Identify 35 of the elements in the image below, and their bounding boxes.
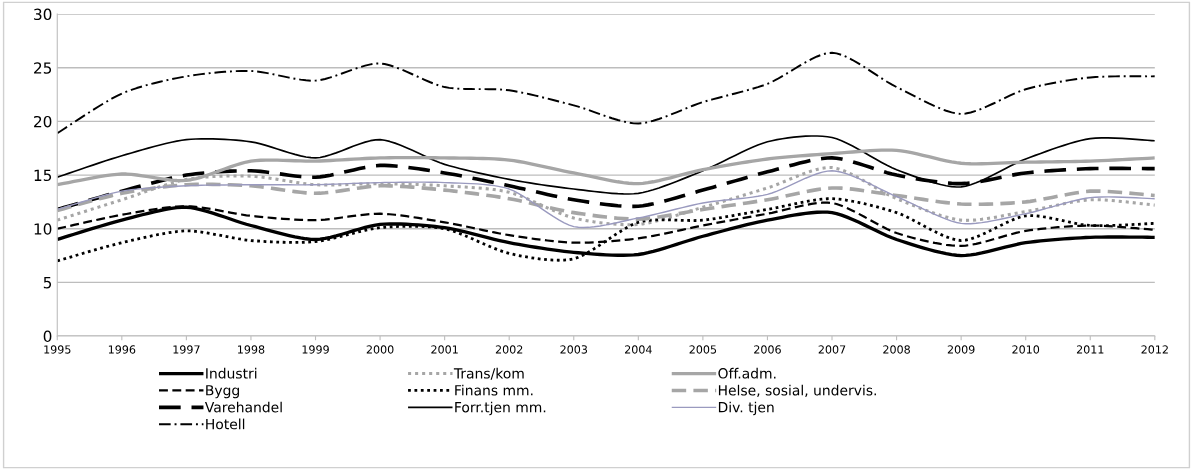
x-tick-label: 2010 (1012, 345, 1040, 354)
x-tick-label: 1998 (238, 345, 265, 354)
x-tick-label: 2006 (754, 345, 781, 354)
legend-label: Hotell (206, 418, 245, 430)
x-tick-label: 2012 (1141, 345, 1168, 354)
y-tick-label: 10 (34, 223, 52, 235)
x-tick-label: 2002 (495, 345, 523, 354)
y-tick-label: 0 (43, 330, 52, 343)
legend-label: Bygg (206, 385, 239, 399)
x-tick-label: 2011 (1076, 345, 1104, 354)
y-tick-label: 20 (34, 115, 52, 128)
y-tick-label: 15 (34, 169, 52, 182)
y-tick-label: 5 (43, 277, 52, 289)
x-tick-label: 1996 (108, 345, 136, 354)
legend-label: Helse, sosial, undervis. (718, 384, 876, 397)
legend-label: Div. tjen (718, 401, 774, 416)
x-tick-label: 1995 (44, 345, 71, 354)
x-tick-label: 2000 (366, 345, 394, 354)
legend-label: Finans mm. (455, 384, 533, 396)
y-tick-label: 25 (34, 62, 52, 74)
x-tick-label: 1997 (173, 345, 200, 354)
legend-label: Trans/kom (453, 367, 524, 380)
x-tick-label: 2008 (883, 345, 910, 354)
x-tick-label: 2001 (431, 345, 458, 354)
x-tick-label: 2004 (625, 345, 652, 354)
y-tick-label: 30 (34, 8, 52, 21)
legend-label: Varehandel (204, 401, 282, 413)
legend-label: Industri (206, 367, 257, 379)
legend-label: Off.adm. (718, 367, 776, 379)
x-tick-label: 2005 (689, 345, 717, 354)
x-tick-label: 1999 (302, 345, 329, 354)
x-tick-label: 2003 (560, 345, 588, 354)
legend-label: Forr.tjen mm. (455, 401, 546, 416)
x-tick-label: 2009 (947, 345, 975, 354)
x-tick-label: 2007 (818, 345, 846, 354)
